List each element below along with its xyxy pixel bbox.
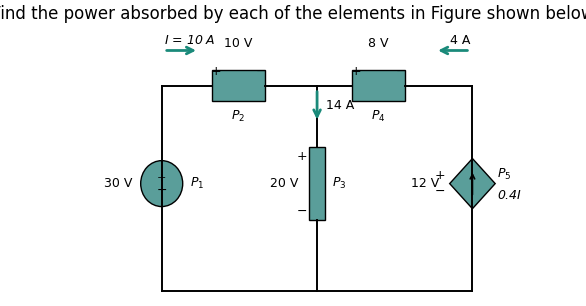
Text: 20 V: 20 V bbox=[271, 177, 299, 190]
Text: $P_5$: $P_5$ bbox=[498, 167, 512, 182]
Text: $P_4$: $P_4$ bbox=[371, 109, 386, 124]
Text: 14 A: 14 A bbox=[326, 99, 354, 112]
Text: 0.4$I$: 0.4$I$ bbox=[498, 189, 523, 202]
Text: +: + bbox=[435, 170, 445, 182]
Text: +: + bbox=[350, 65, 361, 78]
Bar bbox=[212, 70, 264, 101]
Text: +: + bbox=[157, 173, 166, 183]
Text: Find the power absorbed by each of the elements in Figure shown below: Find the power absorbed by each of the e… bbox=[0, 5, 586, 23]
Text: 8 V: 8 V bbox=[368, 38, 389, 50]
Polygon shape bbox=[449, 159, 495, 209]
Bar bbox=[309, 147, 325, 220]
Text: $P_1$: $P_1$ bbox=[190, 176, 205, 191]
Text: $I$ = 10 A: $I$ = 10 A bbox=[164, 35, 216, 47]
Text: 12 V: 12 V bbox=[411, 177, 440, 190]
Ellipse shape bbox=[141, 161, 183, 207]
Text: +: + bbox=[297, 150, 308, 162]
Text: 10 V: 10 V bbox=[224, 38, 253, 50]
Text: −: − bbox=[156, 184, 167, 197]
Text: 4 A: 4 A bbox=[450, 35, 470, 47]
Text: −: − bbox=[297, 205, 308, 218]
Text: $P_2$: $P_2$ bbox=[231, 109, 246, 124]
Text: −: − bbox=[396, 65, 406, 78]
Text: −: − bbox=[256, 65, 266, 78]
Text: +: + bbox=[210, 65, 221, 78]
Bar bbox=[352, 70, 404, 101]
Text: $P_3$: $P_3$ bbox=[332, 176, 346, 191]
Text: 30 V: 30 V bbox=[104, 177, 132, 190]
Text: −: − bbox=[435, 185, 445, 198]
